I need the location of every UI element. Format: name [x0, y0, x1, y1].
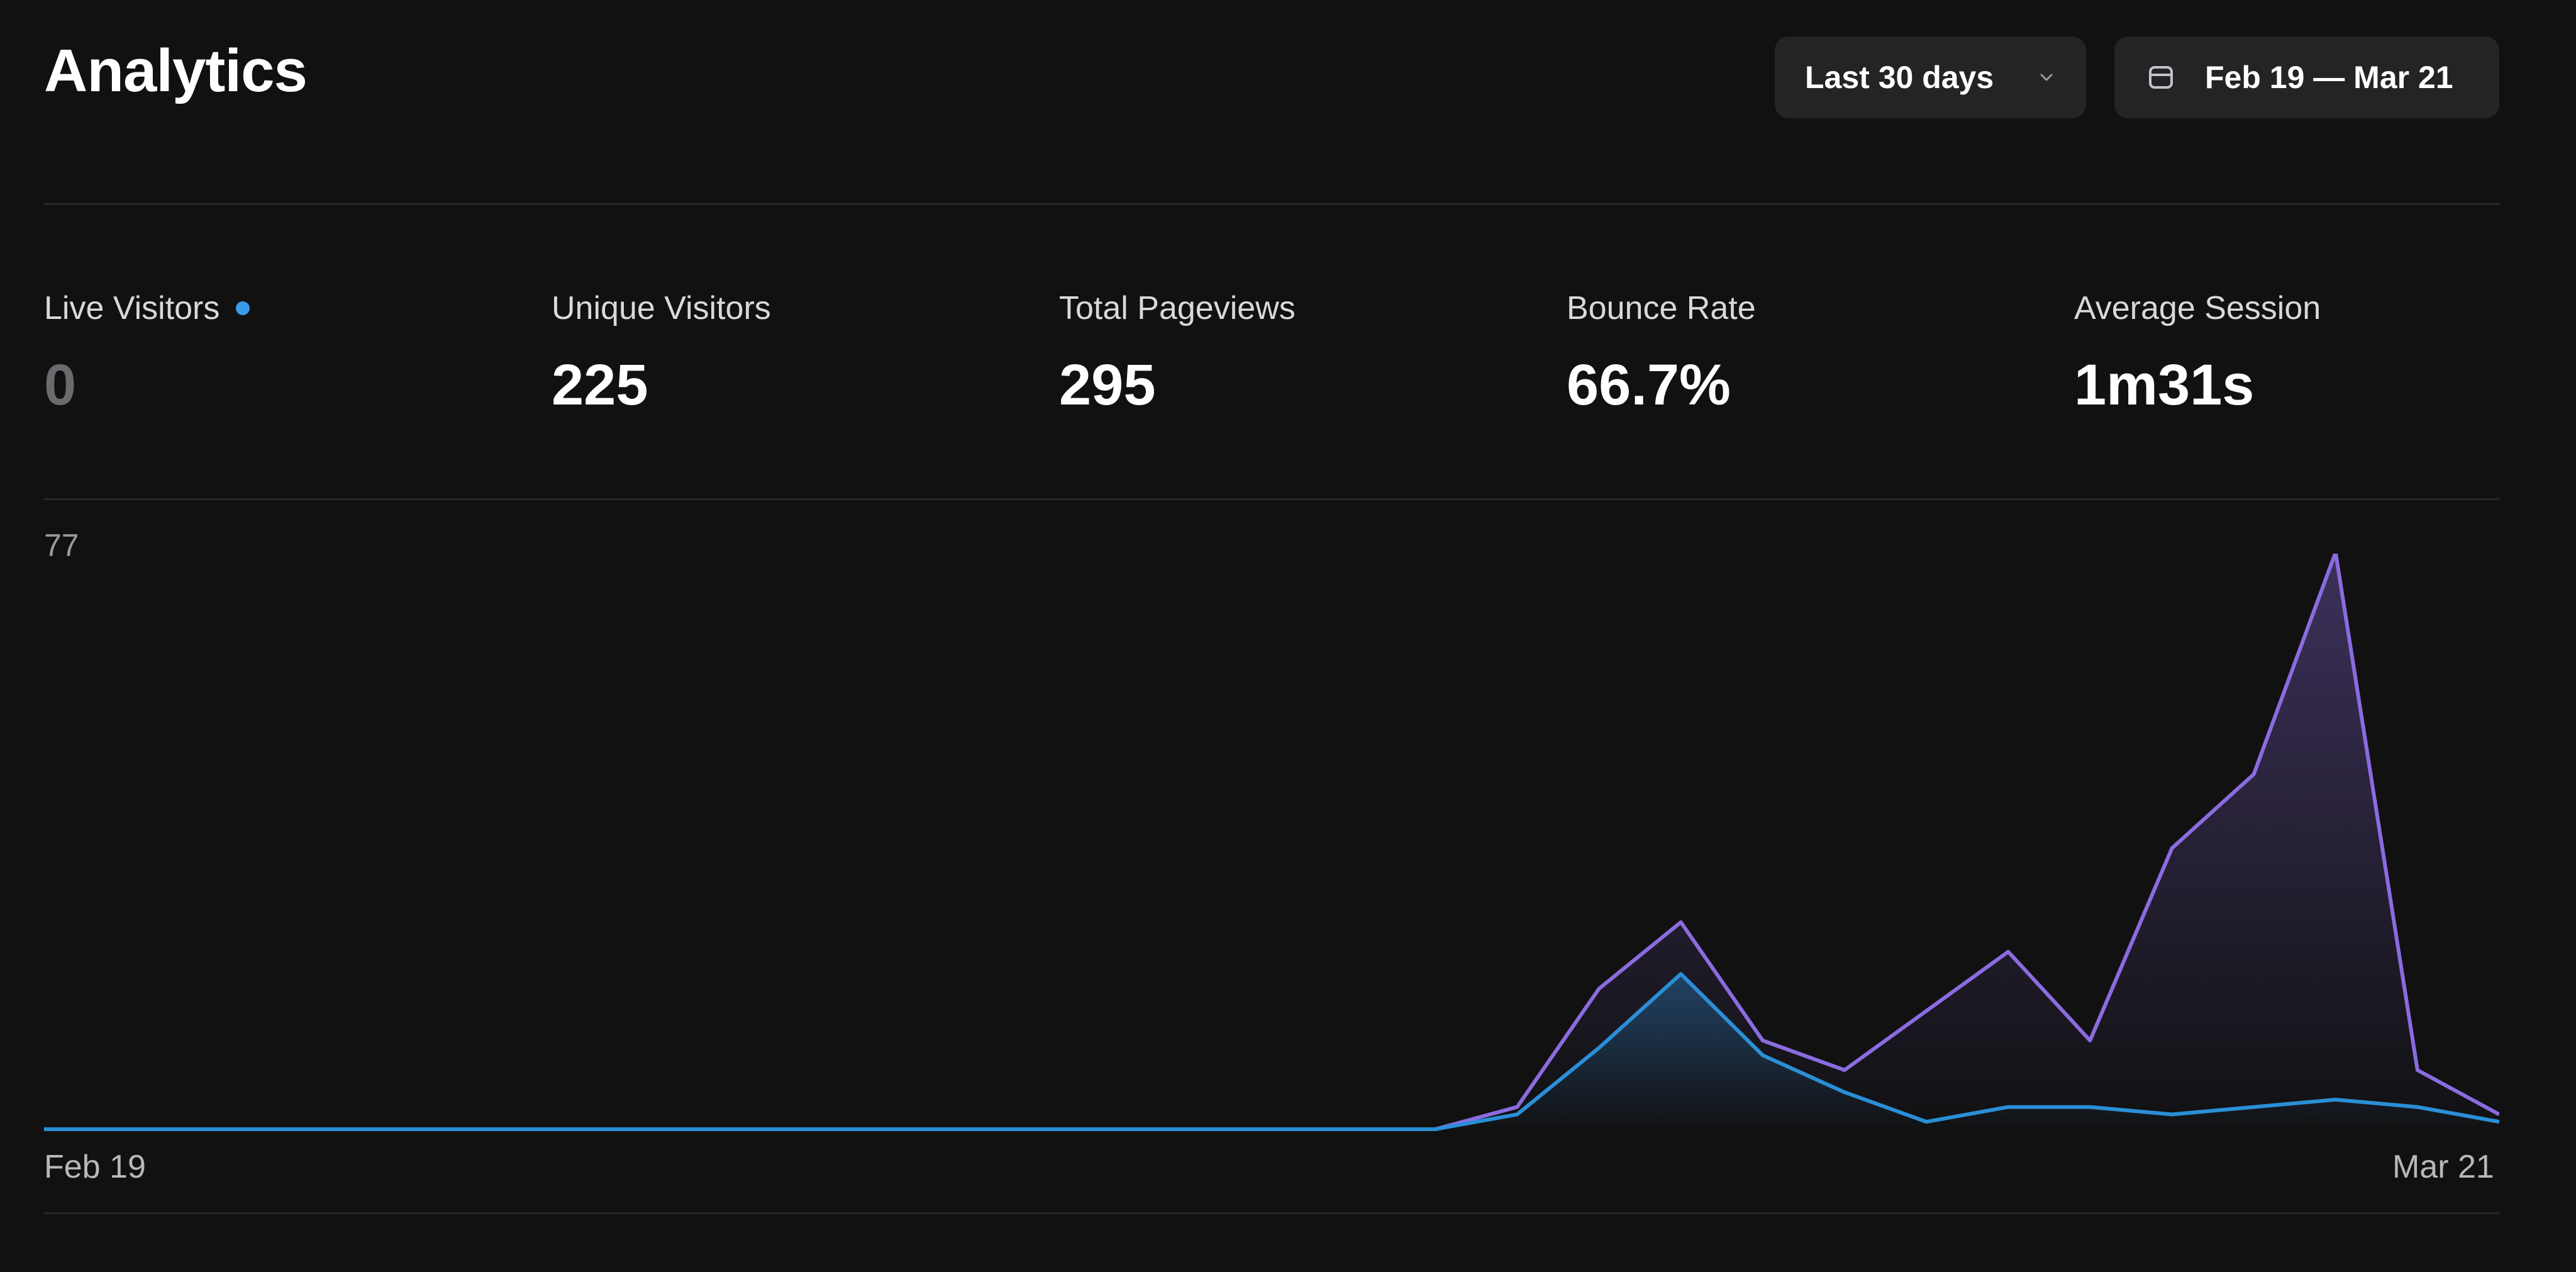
- visitors-point-mar-10[interactable]: [1591, 1039, 1608, 1057]
- chart-bottom-divider: [44, 1212, 2499, 1214]
- visitors-point-mar-19[interactable]: [2327, 1091, 2345, 1108]
- stat-label: Bounce Rate: [1567, 290, 1756, 326]
- visitors-point-feb-20[interactable]: [117, 1120, 135, 1138]
- date-range-button[interactable]: Feb 19 — Mar 21: [2114, 36, 2499, 118]
- visitors-point-feb-27[interactable]: [690, 1120, 708, 1138]
- pageviews-point-mar-14[interactable]: [1918, 1002, 1935, 1020]
- stat-total-pageviews: Total Pageviews 295: [1059, 289, 1296, 418]
- visitors-point-mar-8[interactable]: [1426, 1120, 1444, 1138]
- x-axis-end-label: Mar 21: [2392, 1149, 2494, 1185]
- stat-value: 1m31s: [2074, 353, 2255, 417]
- calendar-icon: [2149, 66, 2173, 89]
- visitors-area: [44, 974, 2499, 1129]
- stat-label: Live Visitors: [44, 290, 220, 326]
- pageviews-area: [44, 554, 2499, 1129]
- stat-label: Unique Visitors: [552, 290, 771, 326]
- visitors-line: [44, 972, 2499, 1131]
- pageviews-point-mar-19[interactable]: [2327, 554, 2345, 561]
- pageviews-point-mar-17[interactable]: [2163, 839, 2181, 857]
- stat-average-session: Average Session 1m31s: [2074, 289, 2321, 418]
- x-axis-start-label: Feb 19: [44, 1149, 146, 1185]
- header-divider: [44, 203, 2499, 205]
- chevron-down-icon: [2040, 74, 2053, 81]
- range-select-label: Last 30 days: [1805, 60, 1994, 95]
- visitors-point-mar-15[interactable]: [1999, 1098, 2017, 1116]
- stat-label: Average Session: [2074, 290, 2321, 326]
- stat-value: 225: [552, 353, 648, 417]
- pageviews-point-mar-20[interactable]: [2409, 1061, 2426, 1079]
- range-select-button[interactable]: Last 30 days: [1775, 36, 2086, 118]
- stat-value: 0: [44, 353, 77, 417]
- visitors-point-mar-1[interactable]: [853, 1120, 871, 1138]
- y-axis-max-label: 77: [44, 528, 79, 563]
- visitors-point-feb-26[interactable]: [608, 1120, 626, 1138]
- visitors-point-mar-9[interactable]: [1508, 1106, 1526, 1124]
- visitors-point-mar-14[interactable]: [1918, 1113, 1935, 1130]
- visitors-point-feb-24[interactable]: [445, 1120, 462, 1138]
- stat-live-visitors: Live Visitors 0: [44, 289, 250, 418]
- live-indicator-dot: [236, 301, 250, 315]
- pageviews-point-mar-16[interactable]: [2081, 1032, 2099, 1049]
- visitors-point-feb-25[interactable]: [526, 1120, 544, 1138]
- visitors-point-mar-17[interactable]: [2163, 1106, 2181, 1124]
- visitors-point-mar-18[interactable]: [2245, 1098, 2263, 1116]
- page-title: Analytics: [44, 37, 308, 104]
- visitors-point-mar-2[interactable]: [936, 1120, 953, 1138]
- visitors-point-mar-6[interactable]: [1263, 1120, 1280, 1138]
- visitors-point-mar-5[interactable]: [1181, 1120, 1199, 1138]
- pageviews-point-mar-18[interactable]: [2245, 766, 2263, 783]
- visitors-point-mar-11[interactable]: [1672, 965, 1690, 983]
- stat-bounce-rate: Bounce Rate 66.7%: [1567, 289, 1756, 418]
- pageviews-point-mar-11[interactable]: [1672, 913, 1690, 931]
- visitors-point-mar-12[interactable]: [1754, 1047, 1772, 1064]
- traffic-chart: [44, 554, 2499, 1138]
- visitors-point-feb-22[interactable]: [280, 1120, 298, 1138]
- pageviews-point-mar-15[interactable]: [1999, 943, 2017, 961]
- visitors-point-mar-4[interactable]: [1099, 1120, 1117, 1138]
- stat-value: 66.7%: [1567, 353, 1731, 417]
- visitors-point-feb-19[interactable]: [44, 1120, 53, 1138]
- visitors-point-mar-16[interactable]: [2081, 1098, 2099, 1116]
- visitors-point-feb-21[interactable]: [199, 1120, 216, 1138]
- visitors-point-feb-28[interactable]: [772, 1120, 789, 1138]
- stat-value: 295: [1059, 353, 1156, 417]
- visitors-point-mar-20[interactable]: [2409, 1098, 2426, 1116]
- stat-unique-visitors: Unique Visitors 225: [552, 289, 771, 418]
- visitors-point-mar-13[interactable]: [1836, 1083, 1853, 1101]
- date-range-label: Feb 19 — Mar 21: [2205, 60, 2453, 95]
- pageviews-point-mar-10[interactable]: [1591, 980, 1608, 998]
- stat-label: Total Pageviews: [1059, 290, 1296, 326]
- stats-divider: [44, 498, 2499, 500]
- visitors-point-mar-3[interactable]: [1018, 1120, 1035, 1138]
- visitors-point-mar-7[interactable]: [1345, 1120, 1362, 1138]
- pageviews-point-mar-13[interactable]: [1836, 1061, 1853, 1079]
- visitors-point-feb-23[interactable]: [363, 1120, 380, 1138]
